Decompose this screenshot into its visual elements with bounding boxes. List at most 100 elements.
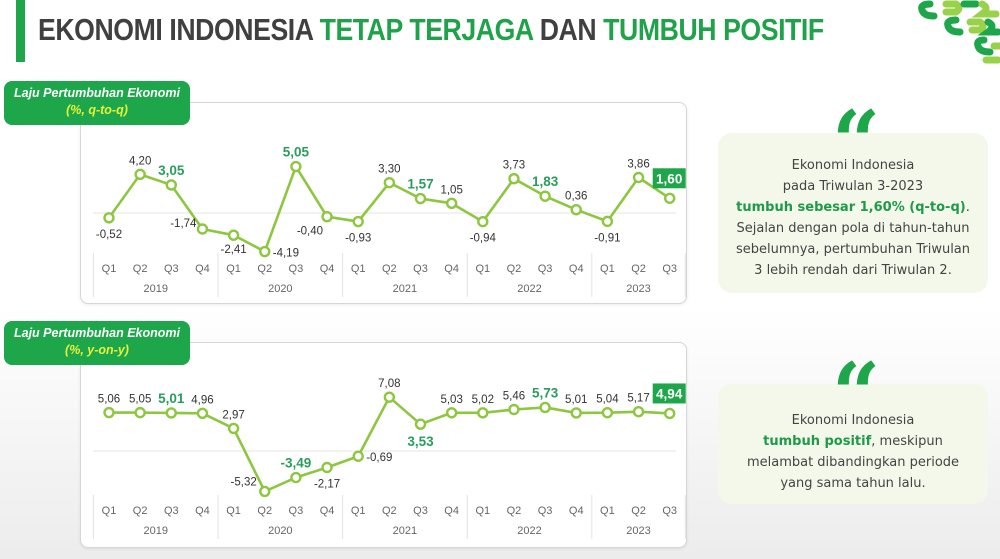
quarter-tick-label: Q1	[102, 505, 117, 517]
data-value-label: 3,05	[158, 163, 185, 178]
data-value-label: 5,02	[472, 394, 494, 406]
quarter-tick-label: Q4	[195, 505, 210, 517]
data-point-marker	[508, 403, 520, 416]
quarter-tick-label: Q4	[569, 263, 584, 275]
data-point-marker	[383, 176, 396, 189]
quarter-tick-label: Q2	[631, 263, 646, 275]
data-point-marker	[196, 407, 209, 420]
latest-value-badge	[652, 168, 686, 189]
data-value-label: -0,94	[470, 233, 497, 245]
data-value-label: 1,05	[440, 184, 462, 196]
data-point-marker	[134, 168, 146, 181]
data-value-label: 5,05	[283, 145, 310, 160]
data-value-label: 3,86	[627, 158, 649, 170]
quarter-tick-label: Q3	[289, 505, 304, 517]
data-point-marker	[601, 215, 614, 228]
quarter-tick-label: Q1	[600, 505, 615, 517]
data-value-label: -5,32	[231, 476, 257, 488]
data-point-marker	[445, 197, 458, 210]
quarter-tick-label: Q4	[569, 505, 584, 517]
quarter-tick-label: Q3	[164, 505, 179, 517]
data-value-label: 5,06	[98, 394, 120, 406]
data-value-label: -3,49	[281, 456, 312, 471]
year-tick-label: 2020	[268, 283, 292, 295]
quarter-tick-label: Q2	[257, 505, 272, 517]
data-point-marker	[383, 391, 396, 403]
quarter-tick-label: Q3	[538, 263, 553, 275]
data-point-marker	[321, 461, 333, 474]
data-value-label: 4,96	[191, 394, 213, 406]
page-title: EKONOMI INDONESIA TETAP TERJAGA DAN TUMB…	[38, 12, 824, 48]
data-point-marker	[477, 215, 489, 228]
insight-highlight: tumbuh positif	[763, 434, 872, 449]
data-point-marker	[321, 210, 333, 223]
data-value-label: 7,08	[378, 378, 400, 390]
data-point-marker	[290, 160, 302, 173]
insight-text: pada Triwulan 3-2023	[782, 179, 924, 194]
data-point-marker	[259, 245, 271, 258]
tag-unit: (%, q-to-q)	[66, 103, 128, 117]
title-accent-bar	[16, 0, 25, 62]
data-point-marker	[290, 471, 302, 484]
data-point-marker	[570, 203, 582, 216]
data-value-label: 5,01	[158, 391, 185, 406]
qtq-chart-tag: Laju Pertumbuhan Ekonomi (%, q-to-q)	[4, 81, 190, 125]
data-value-label: 3,73	[503, 160, 525, 172]
tag-unit: (%, y-on-y)	[65, 343, 129, 357]
insight-text: Ekonomi Indonesia	[791, 158, 915, 173]
data-point-marker	[508, 172, 520, 185]
title-part: EKONOMI INDONESIA	[38, 12, 320, 47]
year-tick-label: 2019	[143, 283, 167, 295]
quarter-tick-label: Q4	[195, 263, 210, 275]
data-value-label: -1,74	[170, 218, 197, 230]
data-point-marker	[103, 406, 115, 419]
yoy-insight-box: Ekonomi Indonesia tumbuh positif, meskip…	[718, 384, 988, 504]
quarter-tick-label: Q2	[507, 263, 522, 275]
data-value-label: -0,69	[366, 452, 392, 464]
data-value-label: 2,97	[222, 409, 244, 421]
data-value-label: 5,05	[129, 394, 151, 406]
data-value-label: -4,19	[273, 248, 299, 260]
insight-text: .	[965, 200, 970, 215]
quarter-tick-label: Q2	[382, 263, 397, 275]
insight-text: 3 lebih rendah dari Triwulan 2.	[754, 263, 952, 278]
data-value-label: -0,40	[297, 226, 323, 238]
latest-value-badge	[652, 383, 686, 404]
year-tick-label: 2022	[517, 525, 541, 537]
data-point-marker	[196, 223, 209, 235]
data-point-marker	[352, 450, 364, 462]
insight-text: sebelumnya, pertumbuhan Triwulan	[735, 242, 971, 257]
year-tick-label: 2021	[393, 525, 417, 537]
data-value-label: 5,17	[627, 393, 649, 405]
insight-text: Sejalan dengan pola di tahun-tahun	[736, 221, 970, 236]
quarter-tick-label: Q1	[475, 263, 490, 275]
tag-title: Laju Pertumbuhan Ekonomi	[14, 326, 180, 340]
data-value-label: -0,91	[594, 232, 620, 244]
data-point-marker	[477, 407, 489, 419]
yoy-chart-panel: Q1 Q2 Q3 Q4 Q1 Q2 Q3 Q4 Q1 Q2 Q3 Q4 Q1 Q2 Q3 Q4 Q1 Q2 Q3 20…	[80, 342, 687, 548]
quarter-tick-label: Q4	[444, 263, 459, 275]
data-point-marker	[103, 212, 115, 224]
quarter-tick-label: Q2	[133, 263, 148, 275]
data-point-marker	[165, 179, 178, 191]
year-tick-label: 2021	[393, 283, 417, 295]
tag-title: Laju Pertumbuhan Ekonomi	[14, 86, 180, 100]
data-value-label: 5,73	[532, 385, 559, 400]
data-point-marker	[259, 485, 271, 498]
data-point-marker	[664, 407, 676, 420]
year-tick-label: 2020	[268, 525, 292, 537]
quarter-tick-label: Q3	[413, 263, 428, 275]
quarter-tick-label: Q2	[257, 263, 272, 275]
data-value-label: 1,83	[532, 174, 559, 189]
quarter-tick-label: Q4	[320, 505, 335, 517]
quarter-tick-label: Q1	[600, 263, 615, 275]
data-point-marker	[570, 407, 582, 419]
qtq-chart-panel: Q1 Q2 Q3 Q4 Q1 Q2 Q3 Q4 Q1 Q2 Q3 Q4 Q1 Q2 Q3 Q4 Q1 Q2 Q3 20…	[80, 102, 687, 304]
quote-icon: “	[832, 92, 881, 191]
data-value-label: -0,93	[345, 233, 371, 245]
data-point-marker	[227, 229, 240, 241]
qtq-line-chart: Q1 Q2 Q3 Q4 Q1 Q2 Q3 Q4 Q1 Q2 Q3 Q4 Q1 Q2 Q3 Q4 Q1 Q2 Q3 20…	[92, 145, 686, 297]
year-tick-label: 2022	[517, 283, 541, 295]
year-tick-label: 2019	[143, 525, 167, 537]
data-value-label: 5,46	[503, 391, 525, 403]
